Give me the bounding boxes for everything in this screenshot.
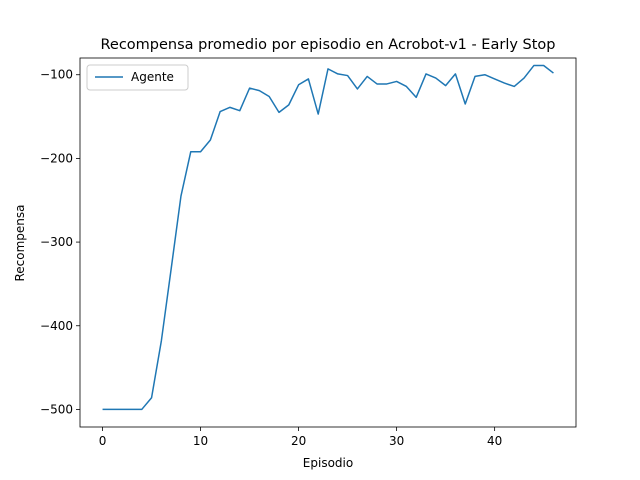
y-tick-label: −500 (40, 402, 73, 416)
x-tick-label: 10 (193, 434, 208, 448)
y-tick-label: −400 (40, 319, 73, 333)
x-tick-label: 0 (99, 434, 107, 448)
legend-box (86, 64, 189, 91)
y-tick-label: −100 (40, 68, 73, 82)
x-tick-label: 20 (291, 434, 306, 448)
x-tick-label: 30 (389, 434, 404, 448)
x-axis: 0 10 20 30 40 (99, 427, 502, 448)
plot-area (79, 57, 577, 428)
legend: Agente (86, 64, 189, 91)
plot-frame (79, 57, 577, 428)
x-axis-label: Episodio (303, 456, 353, 470)
y-tick-label: −300 (40, 235, 73, 249)
y-tick-label: −200 (40, 151, 73, 165)
legend-label-agente: Agente (131, 70, 174, 84)
x-tick-label: 40 (487, 434, 502, 448)
y-axis-label: Recompensa (13, 204, 27, 281)
series-line-agente (102, 64, 554, 411)
y-axis: −500 −400 −300 −200 −100 (40, 68, 80, 416)
chart-title: Recompensa promedio por episodio en Acro… (100, 37, 555, 53)
